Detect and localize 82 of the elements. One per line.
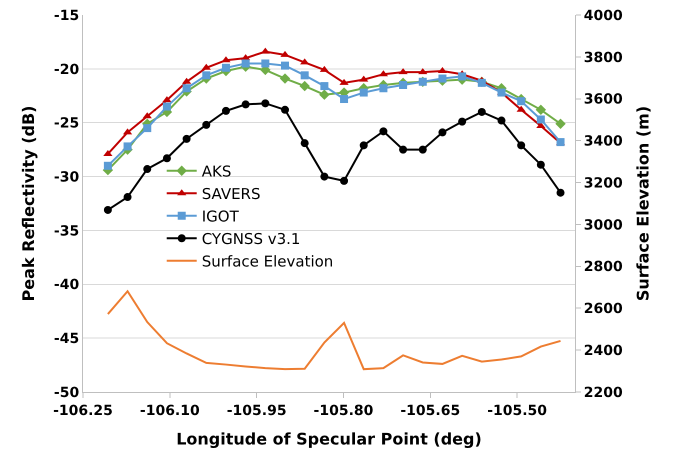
x-tick-label: -106.10	[140, 402, 200, 419]
point	[360, 88, 368, 97]
point	[143, 124, 152, 132]
point	[242, 59, 250, 68]
point	[299, 80, 310, 92]
point	[281, 106, 290, 114]
point	[320, 82, 328, 90]
point	[104, 206, 112, 214]
y-tick-label: -40	[54, 277, 80, 294]
point	[340, 95, 348, 104]
y-tick-label: -15	[54, 8, 80, 24]
point	[458, 72, 466, 80]
point	[497, 116, 506, 125]
point	[280, 73, 290, 84]
point	[281, 62, 290, 70]
point	[104, 162, 112, 170]
point	[261, 59, 270, 68]
point	[300, 71, 309, 80]
point	[379, 127, 388, 136]
y2-tick-label: 3600	[584, 92, 624, 108]
x-axis-title: Longitude of Specular Point (deg)	[176, 430, 482, 448]
point	[517, 97, 526, 106]
y-axis-title: Peak Reflectivity (dB)	[18, 106, 38, 302]
point	[222, 64, 230, 72]
y2-tick-label: 2600	[584, 301, 624, 318]
point	[379, 84, 388, 92]
point	[320, 172, 328, 181]
point	[556, 188, 565, 197]
y-tick-label: -20	[54, 62, 80, 78]
point	[261, 99, 270, 108]
point	[124, 193, 132, 202]
legend-label: AKS	[202, 162, 232, 181]
point	[399, 81, 408, 90]
point	[418, 146, 427, 154]
x-tick-label: -105.50	[487, 402, 548, 419]
legend-label: Surface Elevation	[202, 252, 334, 271]
point	[536, 160, 545, 169]
y2-tick-label: 2400	[584, 343, 624, 360]
y2-axis-title: Surface Elevation (m)	[634, 106, 653, 302]
point	[319, 90, 330, 100]
y-tick-label: -30	[54, 169, 80, 186]
y2-tick-label: 2200	[584, 384, 624, 401]
point	[182, 134, 191, 143]
point	[478, 108, 486, 116]
point	[536, 104, 546, 115]
point	[162, 154, 171, 162]
point	[438, 74, 446, 83]
point	[300, 139, 309, 148]
y-tick-label: -25	[54, 116, 80, 132]
y2-tick-label: 3200	[584, 175, 624, 192]
legend-label: SAVERS	[202, 185, 261, 204]
point	[360, 141, 368, 150]
point	[517, 141, 526, 150]
y-tick-label: -45	[54, 331, 80, 348]
y-tick-label: -50	[54, 384, 80, 401]
point	[222, 106, 230, 115]
x-tick-label: -105.95	[226, 402, 287, 419]
point	[162, 102, 171, 111]
y2-tick-label: 4000	[584, 8, 624, 24]
x-tick-label: -105.80	[314, 402, 374, 419]
y2-tick-label: 3400	[584, 134, 624, 150]
point	[124, 142, 132, 150]
point	[536, 115, 545, 124]
y-tick-label: -35	[54, 223, 80, 240]
point	[340, 176, 348, 185]
y2-tick-label: 3800	[584, 50, 624, 66]
y2-tick-label: 2800	[584, 259, 624, 276]
point	[438, 128, 446, 136]
point	[399, 146, 408, 154]
legend-label: CYGNSS v3.1	[202, 230, 300, 248]
line-series	[106, 290, 562, 370]
point	[182, 84, 191, 92]
point	[202, 120, 210, 129]
point	[555, 118, 566, 129]
x-tick-label: -105.65	[400, 402, 460, 419]
point	[458, 118, 466, 126]
y2-tick-label: 3000	[584, 217, 624, 234]
point	[242, 100, 250, 108]
x-tick-label: -106.25	[53, 402, 113, 419]
point	[202, 71, 210, 80]
point	[143, 165, 152, 174]
legend-label: IGOT	[202, 208, 240, 226]
